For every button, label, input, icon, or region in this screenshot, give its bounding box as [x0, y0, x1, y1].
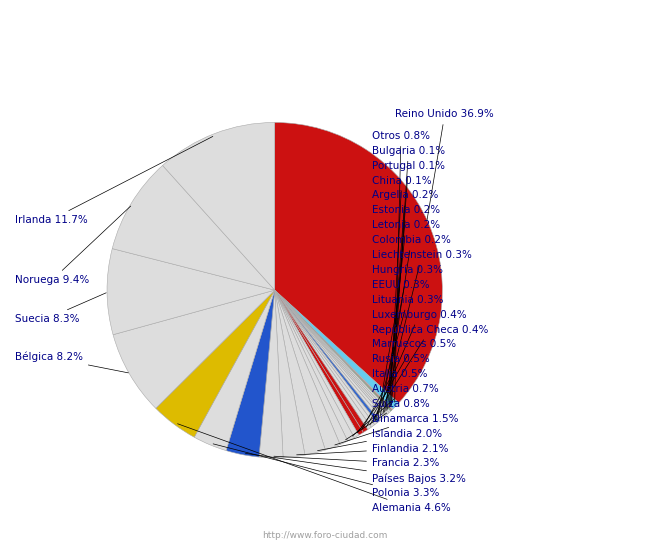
Text: Islandia 2.0%: Islandia 2.0%	[318, 428, 442, 450]
Wedge shape	[275, 290, 384, 419]
Text: Otros 0.8%: Otros 0.8%	[372, 131, 430, 402]
Text: Colombia 0.2%: Colombia 0.2%	[372, 235, 451, 412]
Text: República Checa 0.4%: República Checa 0.4%	[370, 324, 488, 425]
Text: Francia 2.3%: Francia 2.3%	[274, 456, 439, 469]
Text: Argelia 0.2%: Argelia 0.2%	[372, 190, 438, 408]
Text: Reino Unido 36.9%: Reino Unido 36.9%	[395, 109, 494, 221]
Text: Letonia 0.2%: Letonia 0.2%	[372, 220, 440, 411]
Wedge shape	[156, 290, 275, 437]
Text: Austria 0.7%: Austria 0.7%	[352, 384, 439, 436]
Wedge shape	[275, 290, 340, 450]
Wedge shape	[275, 290, 359, 438]
Wedge shape	[275, 290, 380, 423]
Text: Irlanda 11.7%: Irlanda 11.7%	[15, 136, 213, 225]
Text: EEUU 0.3%: EEUU 0.3%	[372, 280, 430, 418]
Text: Hungría 0.3%: Hungría 0.3%	[372, 265, 443, 416]
Wedge shape	[275, 290, 363, 435]
Wedge shape	[275, 290, 368, 432]
Text: http://www.foro-ciudad.com: http://www.foro-ciudad.com	[263, 531, 387, 540]
Text: Liechtenstein 0.3%: Liechtenstein 0.3%	[372, 250, 472, 414]
Text: Luxemburgo 0.4%: Luxemburgo 0.4%	[372, 310, 467, 422]
Text: Alemania 4.6%: Alemania 4.6%	[177, 424, 450, 513]
Wedge shape	[275, 290, 377, 425]
Text: Finlandia 2.1%: Finlandia 2.1%	[296, 443, 448, 455]
Wedge shape	[275, 290, 393, 410]
Wedge shape	[275, 290, 354, 441]
Wedge shape	[275, 123, 443, 403]
Wedge shape	[275, 290, 386, 417]
Wedge shape	[275, 290, 382, 421]
Text: Dinamarca 1.5%: Dinamarca 1.5%	[335, 414, 458, 445]
Text: Orihuela - Turistas extranjeros según país  -  Abril de 2024: Orihuela - Turistas extranjeros según pa…	[83, 6, 567, 24]
Wedge shape	[275, 290, 387, 415]
Wedge shape	[275, 290, 325, 455]
Wedge shape	[112, 166, 275, 290]
Wedge shape	[113, 290, 275, 408]
Wedge shape	[275, 290, 392, 410]
Text: Marruecos 0.5%: Marruecos 0.5%	[366, 339, 456, 427]
Wedge shape	[275, 290, 389, 414]
Text: Estonia 0.2%: Estonia 0.2%	[372, 205, 440, 409]
Wedge shape	[275, 290, 391, 412]
Wedge shape	[226, 290, 275, 457]
Wedge shape	[275, 290, 398, 409]
Text: Portugal 0.1%: Portugal 0.1%	[372, 161, 445, 406]
Wedge shape	[275, 290, 305, 458]
Wedge shape	[275, 290, 374, 427]
Text: Polonia 3.3%: Polonia 3.3%	[213, 444, 439, 498]
Wedge shape	[275, 290, 391, 411]
Text: Bélgica 8.2%: Bélgica 8.2%	[15, 352, 129, 373]
Wedge shape	[107, 249, 275, 335]
Text: Suiza 0.8%: Suiza 0.8%	[346, 399, 430, 440]
Wedge shape	[259, 290, 283, 458]
Text: Lituania 0.3%: Lituania 0.3%	[372, 295, 443, 420]
Text: China 0.1%: China 0.1%	[372, 175, 432, 407]
Text: Suecia 8.3%: Suecia 8.3%	[15, 293, 106, 323]
Text: Rusia 0.5%: Rusia 0.5%	[361, 354, 430, 430]
Text: Italia 0.5%: Italia 0.5%	[358, 369, 428, 433]
Wedge shape	[162, 123, 275, 290]
Text: Países Bajos 3.2%: Países Bajos 3.2%	[246, 453, 466, 483]
Wedge shape	[275, 290, 348, 444]
Text: Bulgaria 0.1%: Bulgaria 0.1%	[372, 146, 445, 405]
Text: Noruega 9.4%: Noruega 9.4%	[15, 206, 131, 285]
Wedge shape	[194, 290, 275, 450]
Wedge shape	[275, 290, 371, 430]
